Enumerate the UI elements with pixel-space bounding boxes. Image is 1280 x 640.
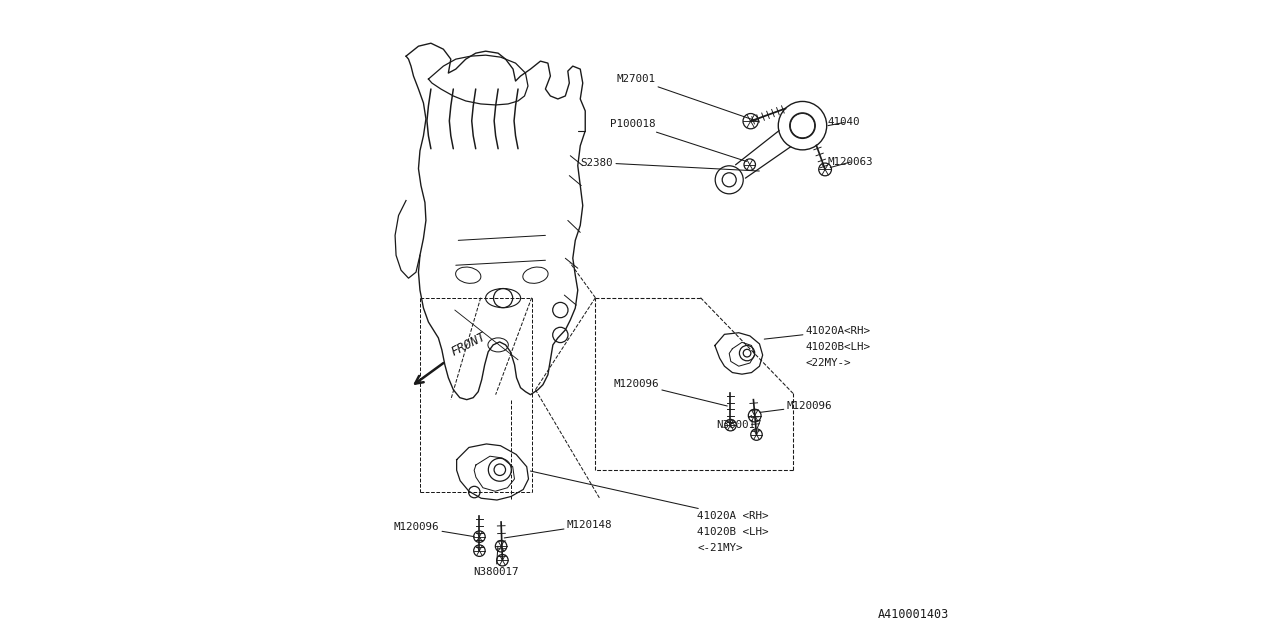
- Text: S2380: S2380: [581, 157, 759, 171]
- Text: M120096: M120096: [760, 401, 832, 412]
- Text: <22MY->: <22MY->: [805, 358, 851, 368]
- Text: A410001403: A410001403: [878, 608, 948, 621]
- Text: 41020B<LH>: 41020B<LH>: [805, 342, 870, 352]
- Text: P100018: P100018: [609, 120, 746, 161]
- Text: M27001: M27001: [616, 74, 756, 121]
- Text: FRONT: FRONT: [449, 330, 488, 358]
- Text: N380017: N380017: [474, 546, 518, 577]
- Text: 41020A <RH>: 41020A <RH>: [530, 471, 769, 521]
- Text: M120096: M120096: [613, 379, 727, 406]
- Text: 41020B <LH>: 41020B <LH>: [698, 527, 769, 537]
- Text: 41040: 41040: [828, 118, 860, 127]
- Text: M120148: M120148: [504, 520, 612, 538]
- Text: <-21MY>: <-21MY>: [698, 543, 742, 553]
- Text: N380017: N380017: [717, 415, 762, 430]
- Text: M120063: M120063: [828, 157, 873, 168]
- Text: M120096: M120096: [394, 522, 475, 537]
- Text: 41020A<RH>: 41020A<RH>: [764, 326, 870, 339]
